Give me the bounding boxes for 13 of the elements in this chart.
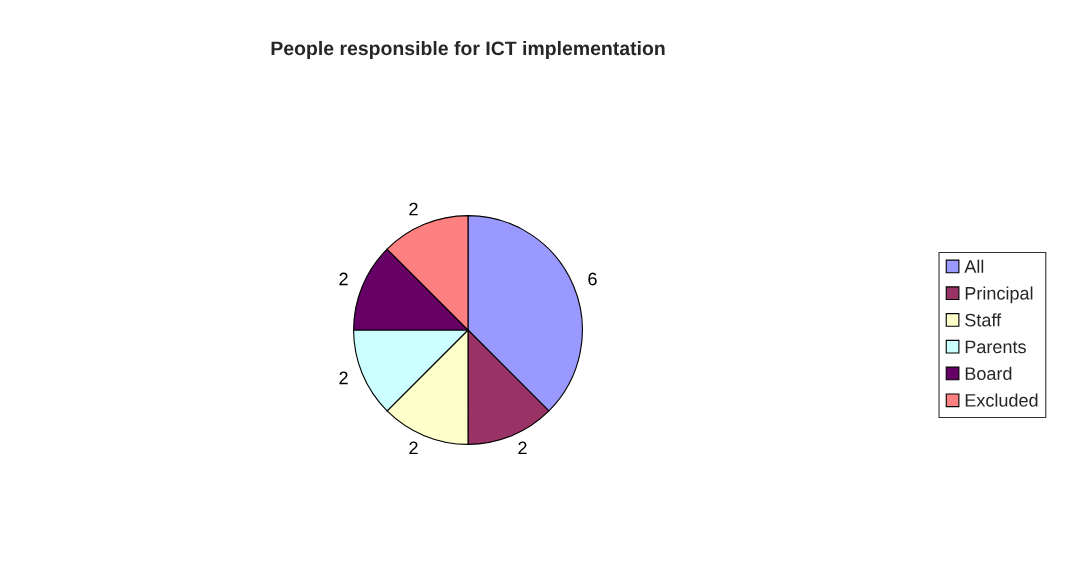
data-label: 2 (409, 202, 418, 216)
data-label: 2 (409, 441, 418, 455)
legend-label: Parents (965, 340, 1026, 354)
legend-label: Excluded (965, 393, 1038, 407)
data-label: 2 (339, 272, 348, 286)
legend-label: Board (965, 366, 1012, 380)
data-label: 2 (339, 371, 348, 385)
legend-label: Staff (965, 313, 1002, 327)
legend-label: Principal (965, 286, 1033, 304)
data-label: 2 (518, 441, 527, 455)
data-label: 6 (588, 272, 597, 286)
legend-label: All (964, 259, 984, 273)
chart-title: People responsible for ICT implementation (271, 40, 665, 60)
